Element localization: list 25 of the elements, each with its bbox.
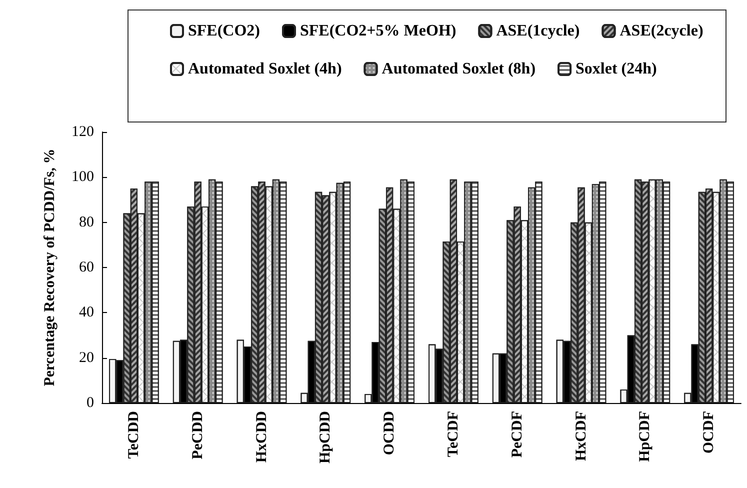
x-tick-label: TeCDF (445, 411, 462, 458)
x-tick-label: HxCDF (573, 411, 590, 461)
y-tick-label: 60 (79, 260, 94, 276)
x-tick-label: TeCDD (126, 410, 142, 459)
y-tick-label: 20 (79, 350, 94, 366)
y-tick-label: 100 (72, 169, 94, 186)
legend-label: Soxlet (24h) (576, 60, 657, 78)
y-tick-label: 120 (72, 124, 94, 140)
legend-label: Automated Soxlet (8h) (382, 60, 536, 78)
y-tick-label: 40 (79, 304, 94, 321)
x-tick-label: HpCDF (637, 411, 654, 462)
y-tick-label: 0 (86, 395, 94, 411)
x-tick-label: PeCDF (509, 411, 526, 458)
y-tick-label: 80 (79, 214, 94, 230)
x-tick-label: OCDD (382, 410, 398, 456)
legend-label: ASE(2cycle) (620, 22, 704, 40)
legend-label: Automated Soxlet (4h) (188, 60, 342, 78)
legend-label: SFE(CO2+5% MeOH) (300, 22, 456, 40)
x-tick-label: OCDF (701, 411, 718, 454)
x-tick-label: HpCDD (318, 410, 334, 464)
legend-label: SFE(CO2) (188, 22, 260, 40)
x-tick-label: PeCDD (190, 410, 206, 460)
x-tick-label: HxCDD (254, 410, 270, 463)
y-axis-title: Percentage Recovery of PCDD/Fs, % (42, 148, 58, 386)
legend-label: ASE(1cycle) (496, 22, 580, 40)
